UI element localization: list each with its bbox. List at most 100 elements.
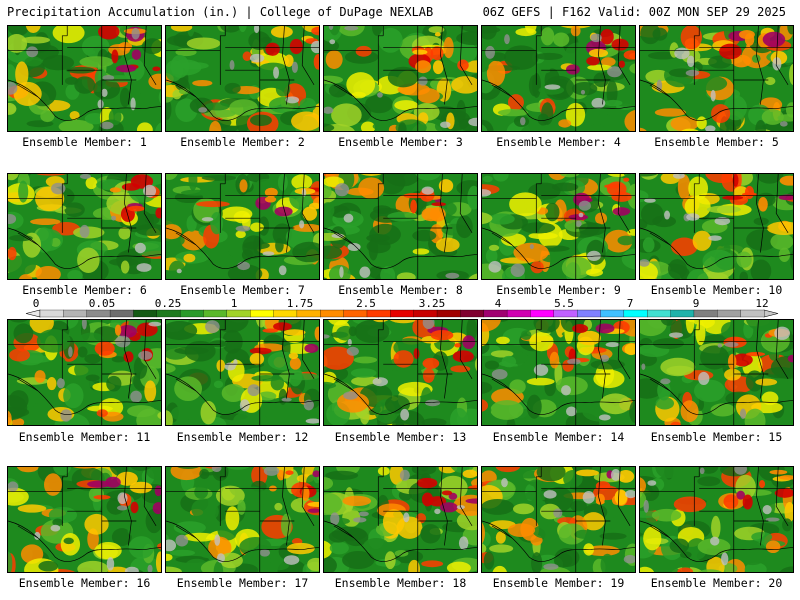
ensemble-member-label: Ensemble Member: 18	[334, 576, 467, 590]
colorbar-swatch	[436, 309, 461, 318]
ensemble-member-label: Ensemble Member: 7	[180, 283, 305, 297]
ensemble-member-label: Ensemble Member: 8	[338, 283, 463, 297]
colorbar-swatch	[506, 309, 531, 318]
ensemble-member-map	[7, 319, 162, 426]
colorbar-tick-label: 0.25	[155, 297, 182, 310]
colorbar-tick-label: 0.05	[89, 297, 116, 310]
colorbar-swatch	[623, 309, 648, 318]
ensemble-member-map	[323, 466, 478, 573]
ensemble-member-map	[481, 319, 636, 426]
colorbar-swatch	[530, 309, 555, 318]
ensemble-member-label: Ensemble Member: 14	[492, 430, 625, 444]
colorbar-tick-label: 5.5	[554, 297, 574, 310]
precip-map	[166, 320, 319, 425]
colorbar-tick-label: 9	[693, 297, 700, 310]
precip-map	[166, 467, 319, 572]
colorbar-swatch	[740, 309, 765, 318]
ensemble-member-label: Ensemble Member: 19	[492, 576, 625, 590]
colorbar-swatch	[577, 309, 601, 318]
ensemble-member-label: Ensemble Member: 5	[654, 135, 779, 149]
ensemble-member-label: Ensemble Member: 6	[22, 283, 147, 297]
colorbar-swatch	[600, 309, 625, 318]
ensemble-member-map	[639, 466, 794, 573]
colorbar-svg: 0 0.05 0.25 1 1.75 2.5 3.25 4 5.5 7 9 12	[25, 297, 779, 318]
colorbar-swatch	[366, 309, 391, 318]
colorbar-swatch	[156, 309, 181, 318]
ensemble-member-map	[639, 25, 794, 132]
run-info: 06Z GEFS | F162 Valid: 00Z MON SEP 29 20…	[482, 5, 786, 19]
precip-map	[8, 26, 161, 131]
colorbar-swatch	[296, 309, 321, 318]
colorbar-swatch	[553, 309, 578, 318]
colorbar-swatch	[179, 309, 204, 318]
colorbar-right-arrow	[763, 309, 779, 318]
precip-map	[482, 320, 635, 425]
precip-map	[640, 320, 793, 425]
colorbar-tick-label: 0	[33, 297, 40, 310]
colorbar-tick-label: 12	[755, 297, 768, 310]
colorbar-swatch	[717, 309, 742, 318]
ensemble-member-map	[7, 173, 162, 280]
precip-map	[324, 320, 477, 425]
colorbar-swatch	[320, 309, 345, 318]
colorbar-tick-label: 2.5	[356, 297, 376, 310]
ensemble-member-map	[323, 25, 478, 132]
ensemble-member-map	[639, 173, 794, 280]
colorbar-swatch	[670, 309, 695, 318]
ensemble-member-map	[165, 173, 320, 280]
ensemble-member-label: Ensemble Member: 17	[176, 576, 309, 590]
ensemble-member-map	[165, 466, 320, 573]
ensemble-member-label: Ensemble Member: 13	[334, 430, 467, 444]
ensemble-member-label: Ensemble Member: 15	[650, 430, 783, 444]
precip-map	[482, 174, 635, 279]
ensemble-member-map	[165, 25, 320, 132]
precip-map	[482, 467, 635, 572]
colorbar-swatch	[226, 309, 251, 318]
ensemble-member-label: Ensemble Member: 11	[18, 430, 151, 444]
colorbar-swatch	[63, 309, 88, 318]
colorbar-swatch	[647, 309, 672, 318]
colorbar-swatch	[413, 309, 438, 318]
colorbar: 0 0.05 0.25 1 1.75 2.5 3.25 4 5.5 7 9 12	[0, 296, 800, 320]
ensemble-member-map	[481, 25, 636, 132]
ensemble-member-map	[481, 173, 636, 280]
precip-map	[324, 26, 477, 131]
colorbar-swatch	[483, 309, 508, 318]
colorbar-tick-label: 7	[627, 297, 634, 310]
colorbar-swatch	[390, 309, 415, 318]
precip-map	[640, 174, 793, 279]
precip-map	[8, 320, 161, 425]
colorbar-swatch	[109, 309, 134, 318]
ensemble-member-map	[323, 173, 478, 280]
ensemble-member-label: Ensemble Member: 16	[18, 576, 151, 590]
ensemble-member-label: Ensemble Member: 9	[496, 283, 621, 297]
header: Precipitation Accumulation (in.) | Colle…	[0, 0, 800, 24]
precip-map	[8, 467, 161, 572]
ensemble-member-map	[639, 319, 794, 426]
colorbar-left-arrow	[25, 309, 41, 318]
precip-map	[324, 467, 477, 572]
precip-map	[324, 174, 477, 279]
ensemble-member-label: Ensemble Member: 3	[338, 135, 463, 149]
colorbar-swatch	[693, 309, 718, 318]
ensemble-member-label: Ensemble Member: 2	[180, 135, 305, 149]
ensemble-member-label: Ensemble Member: 1	[22, 135, 147, 149]
ensemble-member-label: Ensemble Member: 4	[496, 135, 621, 149]
colorbar-swatch	[133, 309, 158, 318]
precip-map	[640, 26, 793, 131]
colorbar-tick-label: 1.75	[287, 297, 314, 310]
colorbar-tick-label: 3.25	[419, 297, 446, 310]
precip-map	[640, 467, 793, 572]
precip-map	[8, 174, 161, 279]
precip-map	[482, 26, 635, 131]
ensemble-member-label: Ensemble Member: 20	[650, 576, 783, 590]
ensemble-member-map	[481, 466, 636, 573]
colorbar-swatch	[460, 309, 485, 318]
colorbar-swatch	[203, 309, 228, 318]
colorbar-swatch	[86, 309, 111, 318]
colorbar-swatch	[250, 309, 274, 318]
ensemble-member-map	[165, 319, 320, 426]
ensemble-member-label: Ensemble Member: 10	[650, 283, 783, 297]
ensemble-member-map	[7, 25, 162, 132]
colorbar-tick-label: 4	[495, 297, 502, 310]
